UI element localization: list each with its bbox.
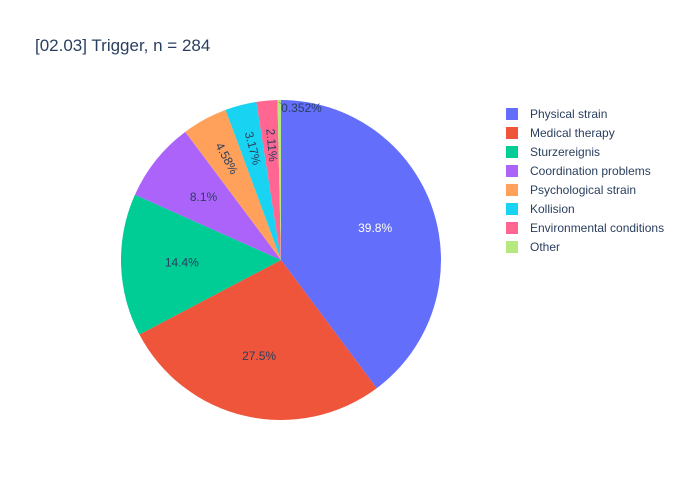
pie-slice-environmental-conditions [256, 100, 281, 260]
slice-label-connector [279, 101, 282, 105]
pie-slice-coordination-problems [134, 131, 281, 260]
legend-label-psychological-strain[interactable]: Psychological strain [530, 183, 636, 197]
legend-label-medical-therapy[interactable]: Medical therapy [530, 126, 615, 140]
legend-swatch-kollision[interactable] [506, 203, 518, 215]
legend-swatch-coordination-problems[interactable] [506, 165, 518, 177]
slice-value-label-physical-strain: 39.8% [358, 221, 392, 235]
legend-swatch-environmental-conditions[interactable] [506, 222, 518, 234]
slice-value-label-medical-therapy: 27.5% [242, 349, 276, 363]
legend-swatch-psychological-strain[interactable] [506, 184, 518, 196]
legend-swatch-medical-therapy[interactable] [506, 127, 518, 139]
legend-label-physical-strain[interactable]: Physical strain [530, 107, 607, 121]
legend-swatch-physical-strain[interactable] [506, 108, 518, 120]
slice-value-label-coordination-problems: 8.1% [190, 190, 218, 204]
legend-swatch-sturzereignis[interactable] [506, 146, 518, 158]
legend: Physical strain Medical therapy Sturzereig… [506, 107, 664, 254]
pie-slices [121, 100, 442, 420]
legend-label-other[interactable]: Other [530, 240, 560, 254]
legend-label-environmental-conditions[interactable]: Environmental conditions [530, 221, 664, 235]
legend-swatch-other[interactable] [506, 241, 518, 253]
chart-title: [02.03] Trigger, n = 284 [35, 36, 210, 55]
slice-value-label-environmental-conditions: 2.11% [263, 128, 280, 163]
legend-label-coordination-problems[interactable]: Coordination problems [530, 164, 651, 178]
pie-slice-physical-strain [281, 100, 442, 389]
slice-value-label-other: 0.352% [281, 101, 322, 115]
slice-value-label-sturzereignis: 14.4% [165, 255, 199, 269]
pie-slice-medical-therapy [139, 260, 377, 420]
pie-slice-kollision [225, 101, 281, 260]
legend-label-kollision[interactable]: Kollision [530, 202, 575, 216]
pie-slice-psychological-strain [185, 109, 281, 260]
pie-slice-sturzereignis [121, 194, 282, 335]
pie-slice-other [277, 100, 281, 260]
legend-label-sturzereignis[interactable]: Sturzereignis [530, 145, 600, 159]
